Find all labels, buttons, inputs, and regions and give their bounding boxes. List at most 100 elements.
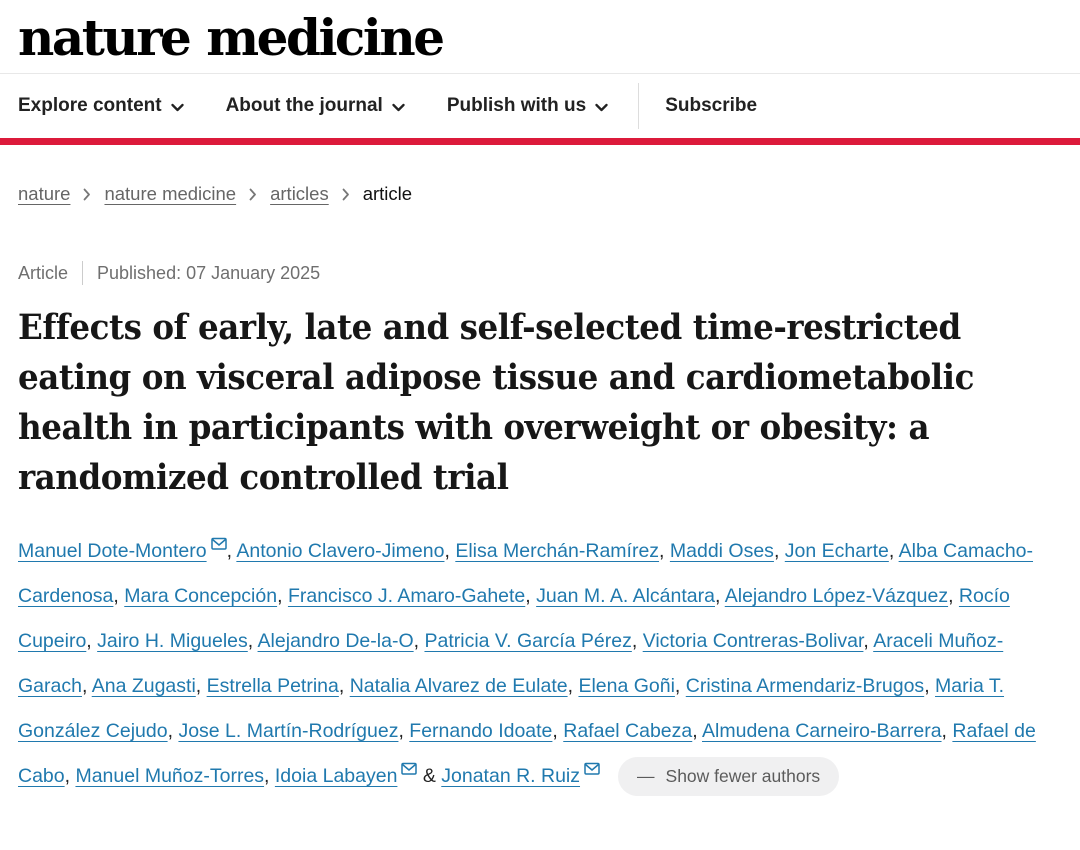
author-separator-ampersand: & — [417, 765, 442, 787]
author-separator: , — [692, 720, 703, 742]
author-link[interactable]: Alejandro De-la-O — [257, 630, 414, 652]
author-link[interactable]: Idoia Labayen — [274, 765, 398, 787]
author-link[interactable]: Jonatan R. Ruiz — [441, 765, 581, 787]
author-separator: , — [773, 540, 785, 562]
author-link[interactable]: Maddi Oses — [669, 540, 774, 562]
chevron-right-icon — [84, 188, 91, 200]
author-separator: , — [525, 585, 537, 607]
author-link[interactable]: Alba Camacho-Cardenosa — [18, 540, 1034, 607]
nav-item-about-the-journal[interactable]: About the journal — [226, 95, 405, 117]
author-link[interactable]: Juan M. A. Alcántara — [536, 585, 715, 607]
meta-divider — [82, 261, 84, 285]
author-link[interactable]: Victoria Contreras-Bolivar — [642, 630, 864, 652]
chevron-right-icon — [342, 188, 349, 200]
author-link[interactable]: Araceli Muñoz-Garach — [18, 630, 1004, 697]
email-icon[interactable] — [210, 537, 227, 550]
author-link[interactable]: Maria T. González Cejudo — [18, 675, 1005, 742]
show-fewer-label: Show fewer authors — [665, 766, 821, 787]
journal-logo[interactable]: nature medicine — [18, 8, 445, 67]
chevron-right-icon — [249, 188, 257, 200]
author-link[interactable]: Jairo H. Migueles — [97, 630, 248, 652]
site-header: nature medicine Explore content About the… — [0, 0, 1080, 145]
article-page: nature nature medicine articles article Art… — [0, 183, 1080, 799]
chevron-down-icon — [170, 103, 184, 111]
logo-row: nature medicine — [0, 0, 1080, 74]
author-link[interactable]: Antonio Clavero-Jimeno — [236, 540, 445, 562]
author-separator: , — [552, 720, 564, 742]
author-link[interactable]: Cristina Armendariz-Brugos — [685, 675, 925, 697]
nav-subscribe-link[interactable]: Subscribe — [665, 95, 758, 116]
minus-icon: — — [637, 766, 655, 787]
author-separator: , — [167, 720, 179, 742]
author-separator: , — [863, 630, 874, 652]
brand-ribbon — [0, 138, 1080, 145]
author-link[interactable]: Rafael de Cabo — [18, 720, 1036, 787]
author-separator: , — [631, 630, 643, 652]
breadcrumb-chevron-wrap — [83, 188, 91, 201]
author-link[interactable]: Jon Echarte — [784, 540, 889, 562]
author-link[interactable]: Mara Concepción — [124, 585, 278, 607]
author-separator: , — [264, 765, 275, 787]
author-link[interactable]: Ana Zugasti — [91, 675, 196, 697]
nav-item-label: Explore content — [18, 95, 162, 116]
author-list: Manuel Dote-Montero, Antonio Clavero-Jim… — [18, 529, 1062, 799]
nav-items: Explore content About the journal Publish … — [18, 95, 608, 117]
breadcrumb-chevron-wrap — [342, 188, 350, 201]
author-separator: , — [226, 540, 237, 562]
author-link[interactable]: Rafael Cabeza — [563, 720, 693, 742]
article-type-label: Article — [18, 262, 69, 283]
nav-divider — [638, 83, 640, 129]
author-separator: , — [86, 630, 98, 652]
author-separator: , — [64, 765, 76, 787]
breadcrumb-link-nature[interactable]: nature — [18, 183, 71, 204]
published-date: Published: 07 January 2025 — [97, 262, 321, 283]
author-link[interactable]: Francisco J. Amaro-Gahete — [287, 585, 526, 607]
author-link[interactable]: Patricia V. García Pérez — [424, 630, 632, 652]
author-links: Manuel Dote-Montero, Antonio Clavero-Jim… — [18, 537, 1036, 787]
breadcrumb-link-nature-medicine[interactable]: nature medicine — [104, 183, 237, 204]
chevron-down-icon — [392, 103, 405, 111]
breadcrumb-link-articles[interactable]: articles — [270, 183, 329, 204]
author-link[interactable]: Almudena Carneiro-Barrera — [702, 720, 942, 742]
author-link[interactable]: Estrella Petrina — [206, 675, 339, 697]
email-icon[interactable] — [401, 762, 418, 775]
author-separator: , — [113, 585, 125, 607]
nav-item-explore-content[interactable]: Explore content — [18, 95, 184, 117]
nav-item-publish-with-us[interactable]: Publish with us — [447, 95, 608, 117]
article-title: Effects of early, late and self-selected… — [18, 307, 974, 498]
chevron-down-icon — [595, 103, 608, 111]
main-nav: Explore content About the journal Publish … — [0, 74, 1080, 138]
author-separator: , — [444, 540, 456, 562]
author-link[interactable]: Elisa Merchán-Ramírez — [455, 540, 660, 562]
author-separator: , — [888, 540, 899, 562]
author-link[interactable]: Jose L. Martín-Rodríguez — [178, 720, 399, 742]
author-link[interactable]: Manuel Dote-Montero — [18, 540, 207, 562]
author-separator: , — [195, 675, 207, 697]
nav-item-label: Publish with us — [446, 95, 587, 116]
author-link[interactable]: Natalia Alvarez de Eulate — [349, 675, 568, 697]
author-separator: , — [674, 675, 686, 697]
author-separator: , — [924, 675, 936, 697]
email-icon[interactable] — [584, 762, 600, 775]
author-link[interactable]: Manuel Muñoz-Torres — [75, 765, 265, 787]
author-separator: , — [659, 540, 670, 562]
author-separator: , — [413, 630, 425, 652]
author-separator: , — [398, 720, 410, 742]
breadcrumb-current: article — [362, 183, 413, 204]
author-separator: , — [941, 720, 953, 742]
author-separator: , — [567, 675, 579, 697]
author-separator: , — [247, 630, 258, 652]
show-fewer-authors-button[interactable]: — Show fewer authors — [618, 757, 840, 797]
author-separator: , — [338, 675, 350, 697]
author-link[interactable]: Rocío Cupeiro — [18, 585, 1010, 652]
breadcrumb-chevron-wrap — [249, 188, 257, 201]
article-meta: Article Published: 07 January 2025 — [18, 261, 1062, 285]
nav-item-label: About the journal — [225, 95, 383, 116]
author-separator: , — [714, 585, 725, 607]
author-link[interactable]: Alejandro López-Vázquez — [724, 585, 949, 607]
author-separator: , — [277, 585, 288, 607]
author-link[interactable]: Fernando Idoate — [409, 720, 553, 742]
author-separator: , — [948, 585, 959, 607]
author-link[interactable]: Elena Goñi — [578, 675, 675, 697]
author-separator: , — [81, 675, 92, 697]
